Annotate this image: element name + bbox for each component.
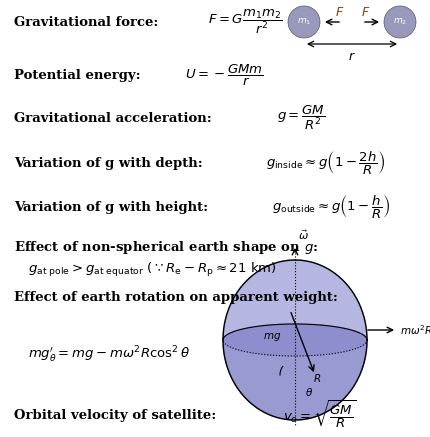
Text: Gravitational force:: Gravitational force: [14, 15, 163, 28]
Text: $mg^{\prime}_{\theta} = mg - m\omega^2 R\cos^2\theta$: $mg^{\prime}_{\theta} = mg - m\omega^2 R… [28, 345, 190, 365]
Polygon shape [223, 260, 367, 356]
Text: $F$: $F$ [335, 6, 345, 18]
Circle shape [288, 6, 320, 38]
Text: $R$: $R$ [313, 372, 321, 384]
Text: $mg$: $mg$ [263, 331, 281, 343]
Text: $g_{\mathrm{at\ pole}} > g_{\mathrm{at\ equator}}\ (\because R_{\mathrm{e}} - R_: $g_{\mathrm{at\ pole}} > g_{\mathrm{at\ … [28, 261, 276, 279]
Text: $\theta$: $\theta$ [305, 386, 313, 398]
Text: $g_{\mathrm{inside}} \approx g\left(1 - \dfrac{2h}{R}\right)$: $g_{\mathrm{inside}} \approx g\left(1 - … [265, 149, 385, 177]
Text: $m\omega^2 R\cos\theta$: $m\omega^2 R\cos\theta$ [400, 323, 430, 337]
Text: Orbital velocity of satellite:: Orbital velocity of satellite: [14, 409, 221, 422]
Text: Effect of earth rotation on apparent weight:: Effect of earth rotation on apparent wei… [14, 291, 338, 304]
Circle shape [384, 6, 416, 38]
Text: $r$: $r$ [348, 49, 356, 62]
Text: $m_2$: $m_2$ [393, 17, 407, 27]
Text: Potential energy:: Potential energy: [14, 69, 145, 81]
Text: $m_1$: $m_1$ [297, 17, 311, 27]
Text: Effect of non-spherical earth shape on $g$:: Effect of non-spherical earth shape on $… [14, 239, 318, 257]
Text: $F = G\dfrac{m_1 m_2}{r^2}$: $F = G\dfrac{m_1 m_2}{r^2}$ [208, 8, 283, 36]
Text: Variation of g with height:: Variation of g with height: [14, 201, 213, 214]
Text: $g_{\mathrm{outside}} \approx g\left(1 - \dfrac{h}{R}\right)$: $g_{\mathrm{outside}} \approx g\left(1 -… [273, 194, 391, 221]
Text: Gravitational acceleration:: Gravitational acceleration: [14, 111, 216, 125]
Text: $\vec{\omega}$: $\vec{\omega}$ [298, 228, 309, 242]
Polygon shape [223, 324, 367, 420]
Text: Variation of g with depth:: Variation of g with depth: [14, 156, 207, 170]
Text: $U = -\dfrac{GMm}{r}$: $U = -\dfrac{GMm}{r}$ [185, 62, 264, 87]
Text: $g = \dfrac{GM}{R^2}$: $g = \dfrac{GM}{R^2}$ [277, 104, 326, 132]
Text: $F$: $F$ [361, 6, 371, 18]
Text: $v_o = \sqrt{\dfrac{GM}{R}}$: $v_o = \sqrt{\dfrac{GM}{R}}$ [283, 399, 356, 431]
